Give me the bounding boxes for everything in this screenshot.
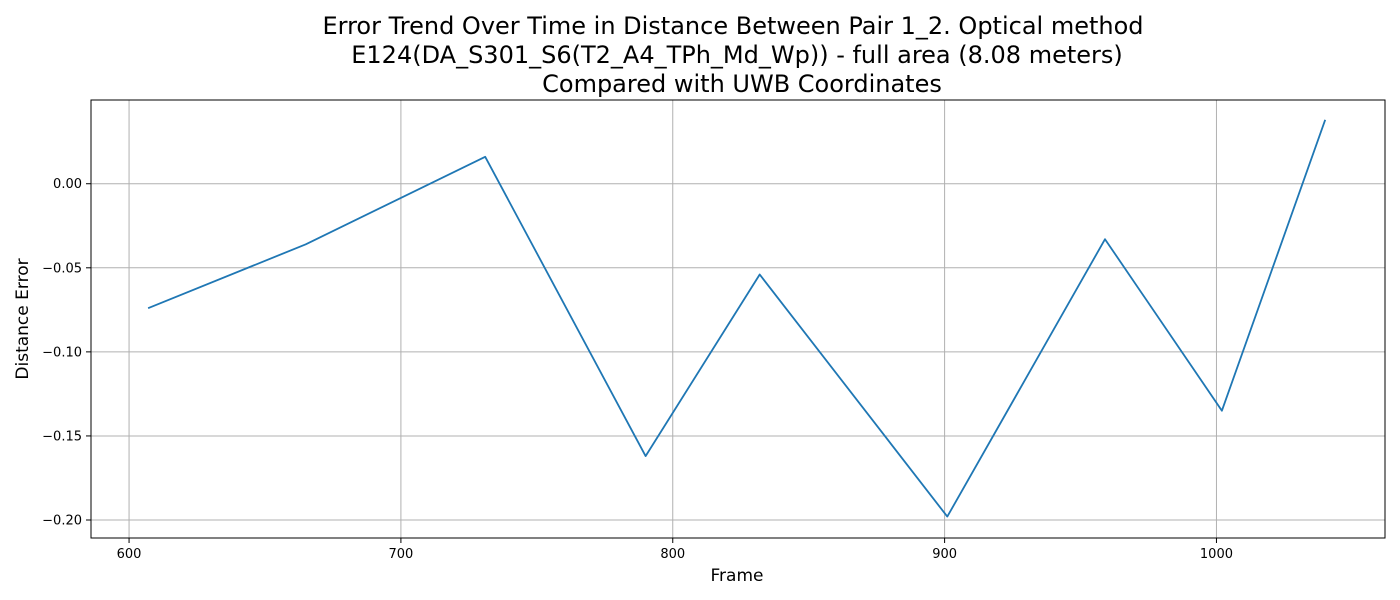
series-group	[147, 119, 1327, 518]
plot-frame	[90, 99, 1386, 539]
y-tick-label: −0.20	[42, 514, 82, 529]
chart-title-line-3: Compared with UWB Coordinates	[542, 70, 942, 98]
x-tick-label: 600	[117, 547, 142, 562]
grid	[91, 100, 1385, 538]
y-axis-label: Distance Error	[13, 258, 33, 379]
x-axis-label: Frame	[711, 566, 764, 586]
x-tick-label: 800	[660, 547, 685, 562]
x-tick-label: 900	[932, 547, 957, 562]
chart-title-line-1: Error Trend Over Time in Distance Betwee…	[322, 12, 1143, 40]
series-line	[147, 119, 1327, 518]
chart-title-line-2: E124(DA_S301_S6(T2_A4_TPh_Md_Wp)) - full…	[351, 41, 1123, 69]
y-axis-ticks: 0.00 −0.05 −0.10 −0.15 −0.20	[42, 177, 91, 529]
x-tick-label: 700	[388, 547, 413, 562]
x-tick-label: 1000	[1200, 547, 1233, 562]
chart-title: Error Trend Over Time in Distance Betwee…	[322, 12, 1143, 98]
y-tick-label: −0.15	[42, 429, 82, 444]
x-axis-ticks: 600 700 800 900 1000	[117, 538, 1233, 562]
y-tick-label: −0.10	[42, 345, 82, 360]
y-tick-label: −0.05	[42, 261, 82, 276]
y-tick-label: 0.00	[53, 177, 82, 192]
